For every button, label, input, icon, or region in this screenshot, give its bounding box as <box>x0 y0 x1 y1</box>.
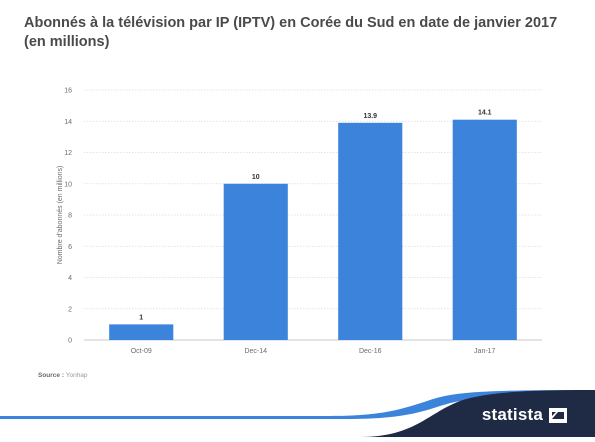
brand-name: statista <box>481 405 543 424</box>
x-tick-label: Oct-09 <box>131 348 152 355</box>
y-tick-label: 16 <box>64 88 72 95</box>
y-tick-label: 10 <box>64 181 72 188</box>
bar-chart: 0 2 4 6 8 10 12 14 16 1 10 13.9 14.1 Oct-09 Dec-14 De… <box>57 88 542 355</box>
chart-title: Abonnés à la télévision par IP (IPTV) en… <box>24 15 558 50</box>
footer-banner: statista <box>0 388 595 437</box>
y-tick-label: 4 <box>68 275 72 282</box>
y-axis-ticks: 0 2 4 6 8 10 12 14 16 <box>64 88 72 345</box>
y-tick-label: 2 <box>68 306 72 313</box>
data-label: 14.1 <box>478 110 492 117</box>
footer-wave <box>0 390 595 437</box>
statista-brand[interactable]: statista <box>482 405 567 425</box>
bar[interactable] <box>338 122 403 340</box>
x-axis-ticks: Oct-09 Dec-14 Dec-16 Jan-17 <box>131 348 496 355</box>
y-tick-label: 0 <box>68 338 72 345</box>
x-tick-label: Jan-17 <box>474 348 496 355</box>
y-tick-label: 6 <box>68 244 72 251</box>
bar[interactable] <box>109 324 174 340</box>
source-label: Source : <box>38 372 65 379</box>
y-tick-label: 12 <box>64 150 72 157</box>
data-label: 10 <box>252 174 260 181</box>
data-label: 13.9 <box>363 113 377 120</box>
bars <box>109 119 517 340</box>
x-tick-label: Dec-14 <box>244 348 267 355</box>
statista-logo-icon <box>549 407 567 423</box>
y-tick-label: 14 <box>64 119 72 126</box>
bar[interactable] <box>452 119 517 340</box>
data-labels: 1 10 13.9 14.1 <box>139 110 491 322</box>
y-tick-label: 8 <box>68 213 72 220</box>
source-value: Yonhap <box>65 372 88 379</box>
data-label: 1 <box>139 314 143 321</box>
bar[interactable] <box>223 183 288 340</box>
y-axis-label: Nombre d'abonnés (en millions) <box>57 166 64 265</box>
source-note: Source : Yonhap <box>38 372 88 379</box>
x-tick-label: Dec-16 <box>359 348 382 355</box>
